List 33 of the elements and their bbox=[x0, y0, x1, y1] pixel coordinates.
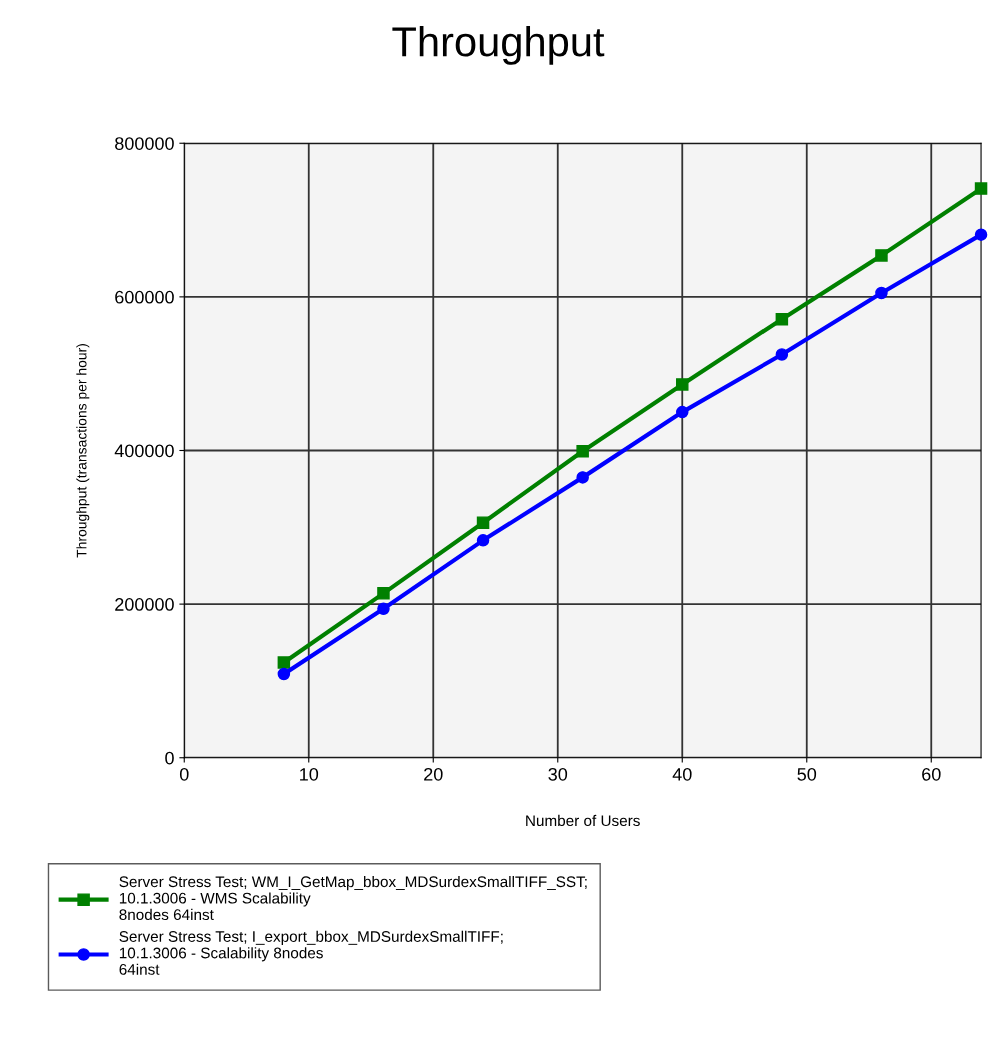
point bbox=[676, 405, 689, 419]
y-tick-label: 200000 bbox=[115, 598, 174, 611]
legend-label: Server Stress Test; WM_I_GetMap_bbox_MDSurdexSmallTIFF_SST; 10.1.3006 - WMS Scalability 8nodes 64inst bbox=[119, 875, 587, 921]
point bbox=[377, 602, 390, 615]
point bbox=[775, 312, 789, 326]
y-tick-label: 600000 bbox=[115, 290, 174, 304]
point bbox=[476, 534, 490, 547]
point bbox=[974, 228, 988, 241]
x-tick-label: 60 bbox=[922, 767, 941, 781]
point bbox=[775, 348, 789, 361]
legend-label: Server Stress Test; I_export_bbox_MDSurdexSmallTIFF; 10.1.3006 - Scalability 8nodes 64inst bbox=[119, 930, 503, 975]
point bbox=[875, 286, 888, 300]
chart-title: Throughput bbox=[392, 25, 605, 65]
point bbox=[974, 182, 988, 195]
point bbox=[377, 587, 390, 600]
point bbox=[875, 249, 888, 262]
x-tick-label: 10 bbox=[300, 767, 319, 781]
x-tick-label: 30 bbox=[548, 767, 568, 781]
y-axis-title: Throughput (transactions per hour) bbox=[76, 344, 90, 558]
point bbox=[277, 667, 291, 681]
x-tick-label: 50 bbox=[797, 767, 817, 781]
x-tick-label: 20 bbox=[424, 767, 443, 781]
x-tick-label: 40 bbox=[672, 767, 692, 781]
point bbox=[576, 471, 589, 484]
point bbox=[476, 516, 490, 529]
point bbox=[277, 656, 291, 669]
point bbox=[676, 378, 689, 391]
y-tick-label: 0 bbox=[165, 751, 174, 765]
point bbox=[576, 445, 589, 458]
x-tick-label: 0 bbox=[179, 767, 189, 781]
x-axis-title: Number of Users bbox=[526, 814, 640, 827]
y-tick-label: 800000 bbox=[115, 137, 174, 150]
y-tick-label: 400000 bbox=[114, 444, 174, 458]
